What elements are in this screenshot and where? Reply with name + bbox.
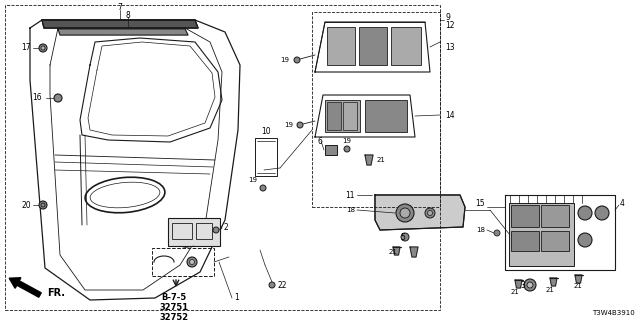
Text: T3W4B3910: T3W4B3910 (592, 310, 635, 316)
Text: 2: 2 (223, 222, 228, 231)
Polygon shape (58, 29, 188, 35)
Circle shape (400, 208, 410, 218)
Text: FR.: FR. (47, 288, 65, 298)
Text: 16: 16 (33, 93, 42, 102)
Bar (325, 145, 337, 155)
Text: 12: 12 (445, 20, 454, 29)
Text: 18: 18 (476, 227, 485, 233)
Circle shape (54, 94, 62, 102)
Text: 6: 6 (317, 137, 322, 146)
Bar (511, 205, 539, 227)
Circle shape (39, 44, 47, 52)
Text: 15: 15 (476, 198, 485, 207)
Circle shape (428, 211, 433, 215)
Text: 19: 19 (342, 138, 351, 144)
Polygon shape (393, 247, 400, 255)
Bar (541, 231, 569, 251)
Circle shape (524, 279, 536, 291)
Bar (325, 100, 360, 132)
Polygon shape (410, 247, 418, 257)
Bar (5, 5, 440, 310)
Text: 1: 1 (234, 293, 239, 302)
Text: 21: 21 (545, 287, 554, 293)
Circle shape (187, 257, 197, 267)
Bar (511, 231, 539, 251)
Text: 17: 17 (21, 44, 31, 52)
Text: 5: 5 (400, 233, 405, 242)
Circle shape (269, 282, 275, 288)
Text: 3: 3 (520, 281, 525, 290)
Circle shape (401, 233, 409, 241)
Bar (343, 102, 357, 130)
Polygon shape (365, 155, 373, 165)
Text: 32751: 32751 (159, 303, 189, 313)
FancyArrow shape (9, 278, 41, 297)
Text: 11: 11 (346, 190, 355, 199)
Polygon shape (42, 20, 198, 28)
Text: 21: 21 (573, 283, 582, 289)
Circle shape (294, 57, 300, 63)
Text: 20: 20 (21, 201, 31, 210)
Text: 13: 13 (445, 43, 454, 52)
Circle shape (39, 201, 47, 209)
Text: 21: 21 (388, 249, 397, 255)
Bar (509, 203, 574, 266)
Circle shape (41, 46, 45, 50)
Circle shape (578, 206, 592, 220)
Text: 7: 7 (118, 4, 122, 12)
Circle shape (260, 185, 266, 191)
Circle shape (344, 146, 350, 152)
Circle shape (494, 230, 500, 236)
Bar (255, 138, 277, 176)
Text: 22: 22 (277, 281, 287, 290)
Text: 19: 19 (248, 177, 257, 183)
Circle shape (595, 206, 609, 220)
Circle shape (425, 208, 435, 218)
Circle shape (578, 233, 592, 247)
Bar (541, 205, 569, 227)
Bar (196, 223, 212, 239)
Polygon shape (515, 280, 522, 288)
Circle shape (396, 204, 414, 222)
Text: B-7-5: B-7-5 (161, 293, 187, 302)
Bar (312, 12, 440, 207)
Bar (365, 100, 407, 132)
Bar (359, 27, 387, 65)
Text: 18: 18 (346, 207, 355, 213)
Bar (391, 27, 421, 65)
Polygon shape (375, 195, 465, 230)
Circle shape (527, 282, 533, 288)
Text: 10: 10 (261, 127, 271, 137)
Text: 21: 21 (377, 157, 386, 163)
Text: 19: 19 (284, 122, 293, 128)
Circle shape (189, 260, 195, 265)
Polygon shape (550, 278, 557, 286)
Text: 19: 19 (280, 57, 289, 63)
Text: 21: 21 (511, 289, 520, 295)
Text: 4: 4 (620, 198, 625, 207)
Polygon shape (575, 275, 582, 283)
Circle shape (213, 227, 219, 233)
Bar (327, 27, 355, 65)
Bar (168, 218, 220, 246)
Bar (172, 223, 192, 239)
Text: 8: 8 (125, 11, 131, 20)
Text: 14: 14 (445, 111, 454, 121)
Text: 9: 9 (445, 12, 450, 21)
Bar (152, 248, 214, 276)
Circle shape (297, 122, 303, 128)
Text: 32752: 32752 (159, 314, 189, 320)
Bar (327, 102, 341, 130)
